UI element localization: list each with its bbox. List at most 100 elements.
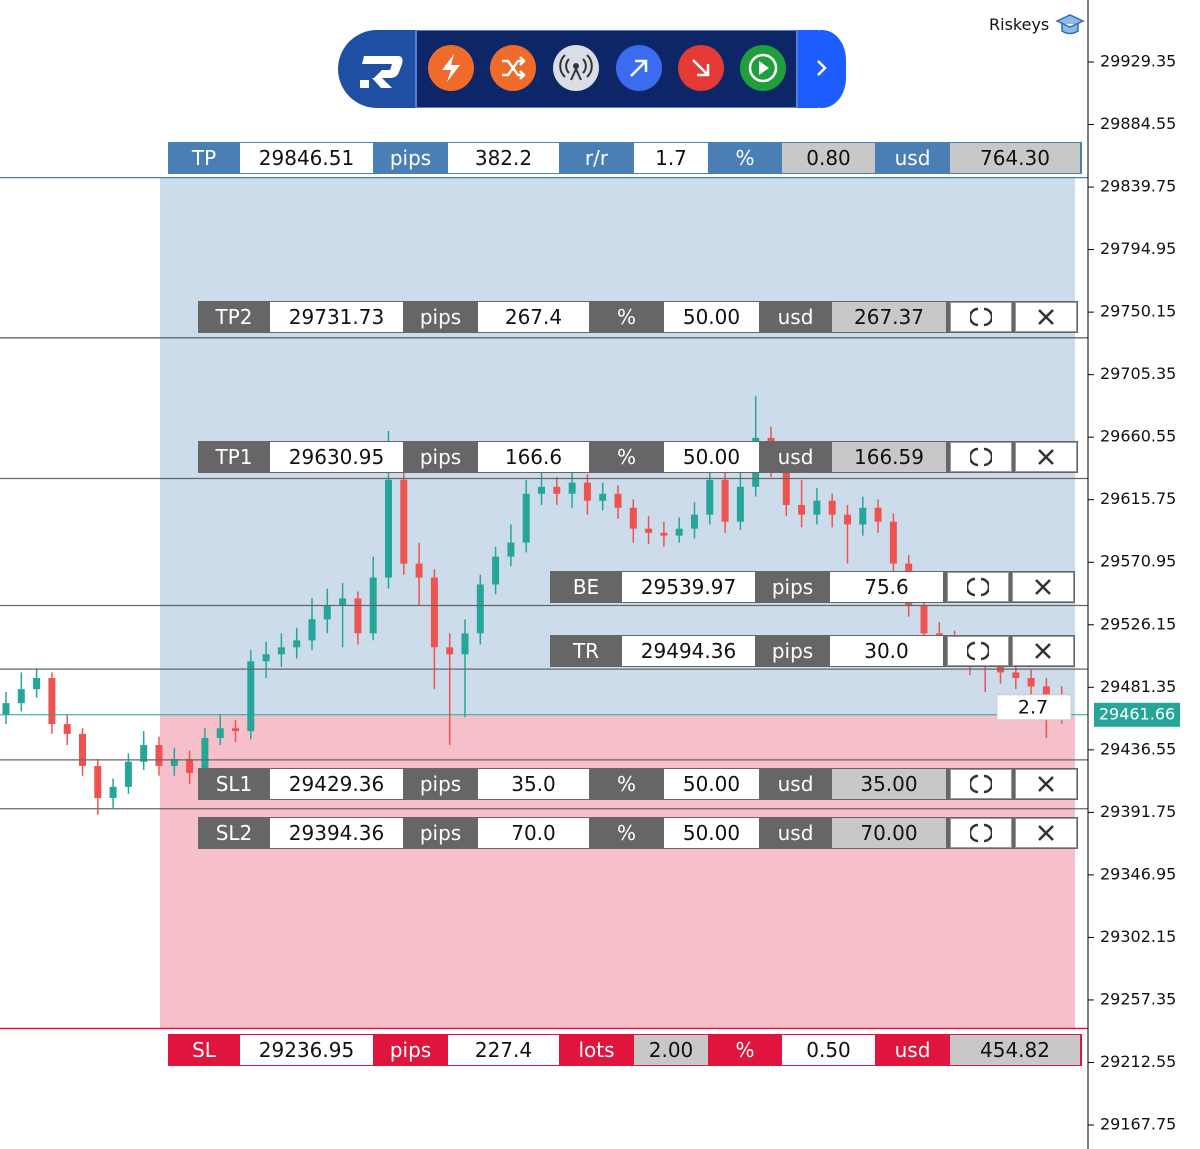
- y-tick-label: 29615.75: [1100, 489, 1176, 508]
- panel-value[interactable]: 29429.36: [270, 769, 403, 799]
- panel-label: %: [590, 442, 663, 472]
- panel-value[interactable]: 50.00: [664, 442, 759, 472]
- panel-value[interactable]: 29494.36: [622, 636, 755, 666]
- panel-value[interactable]: 166.6: [478, 442, 589, 472]
- close-button[interactable]: [1015, 818, 1077, 848]
- candle-body: [124, 761, 132, 787]
- tool-quick[interactable]: [428, 45, 474, 91]
- close-icon: [1038, 825, 1054, 841]
- panel-value[interactable]: 50.00: [664, 818, 759, 848]
- panel-label: pips: [404, 302, 477, 332]
- reset-button[interactable]: [947, 572, 1009, 602]
- panel-value[interactable]: 0.50: [782, 1035, 875, 1065]
- close-button[interactable]: [1012, 636, 1074, 666]
- panel-label: %: [590, 769, 663, 799]
- current-price-box: [1094, 702, 1180, 727]
- panel-value[interactable]: 764.30: [950, 143, 1080, 173]
- candle-body: [1027, 678, 1035, 687]
- candle-body: [446, 647, 454, 655]
- panel-value[interactable]: 454.82: [950, 1035, 1080, 1065]
- panel-value[interactable]: 0.80: [782, 143, 875, 173]
- tool-play[interactable]: [740, 45, 786, 91]
- reset-icon: [967, 641, 989, 661]
- panel-value[interactable]: 29630.95: [270, 442, 403, 472]
- brand[interactable]: Riskeys: [989, 12, 1086, 36]
- loss-zone: [160, 714, 1075, 1029]
- panel-value[interactable]: 382.2: [448, 143, 559, 173]
- panel-value[interactable]: 35.00: [832, 769, 946, 799]
- panel-value[interactable]: 70.00: [832, 818, 946, 848]
- panel-value[interactable]: 267.4: [478, 302, 589, 332]
- candle-body: [33, 678, 41, 690]
- brand-icon: [1055, 14, 1086, 35]
- logo-dot: [360, 80, 369, 88]
- tool-sell[interactable]: [678, 45, 724, 91]
- reset-button[interactable]: [950, 302, 1012, 332]
- close-button[interactable]: [1012, 572, 1074, 602]
- panel-label: pips: [374, 1035, 447, 1065]
- panel-value[interactable]: 227.4: [448, 1035, 559, 1065]
- panel-label: usd: [876, 143, 949, 173]
- tool-random[interactable]: [490, 45, 536, 91]
- candle-body: [461, 633, 469, 655]
- candle-body: [1012, 672, 1020, 679]
- panel-label: pips: [756, 636, 829, 666]
- candle-body: [385, 479, 392, 578]
- panel-value[interactable]: 50.00: [664, 302, 759, 332]
- candle-body: [216, 728, 224, 739]
- reset-button[interactable]: [950, 442, 1012, 472]
- candle-body: [997, 664, 1004, 673]
- panel-value[interactable]: 75.6: [830, 572, 943, 602]
- panel-tp1: TP1 29630.95 pips 166.6% 50.00 usd 166.59: [198, 441, 1078, 473]
- panel-value[interactable]: 29846.51: [240, 143, 373, 173]
- panel-value[interactable]: 30.0: [830, 636, 943, 666]
- y-tick-label: 29794.95: [1100, 239, 1176, 258]
- close-button[interactable]: [1015, 302, 1077, 332]
- panel-label: %: [709, 1035, 781, 1065]
- close-icon: [1035, 579, 1051, 595]
- candle-body: [859, 507, 867, 525]
- toolbar-next[interactable]: [817, 60, 827, 76]
- panel-value[interactable]: 35.0: [478, 769, 589, 799]
- panel-label: r/r: [560, 143, 633, 173]
- close-button[interactable]: [1015, 769, 1077, 799]
- panel-value[interactable]: 267.37: [832, 302, 946, 332]
- reset-icon: [970, 447, 992, 467]
- panel-value[interactable]: 29236.95: [240, 1035, 373, 1065]
- candle-body: [476, 584, 484, 634]
- panel-value[interactable]: 29539.97: [622, 572, 755, 602]
- candle-body: [507, 542, 515, 557]
- candle-body: [140, 745, 148, 762]
- candle-body: [415, 563, 423, 578]
- panel-value[interactable]: 1.7: [634, 143, 708, 173]
- panel-value[interactable]: 50.00: [664, 769, 759, 799]
- reset-button[interactable]: [947, 636, 1009, 666]
- panel-label: %: [590, 302, 663, 332]
- tool-broadcast[interactable]: [553, 45, 599, 91]
- panel-be: BE 29539.97 pips 75.6: [550, 571, 1075, 603]
- y-tick-label: 29884.55: [1100, 114, 1176, 133]
- panel-label: lots: [560, 1035, 633, 1065]
- panel-value[interactable]: 29731.73: [270, 302, 403, 332]
- close-button[interactable]: [1015, 442, 1077, 472]
- candle-body: [63, 724, 71, 734]
- panel-value[interactable]: 2.00: [634, 1035, 708, 1065]
- reset-button[interactable]: [950, 818, 1012, 848]
- panel-value[interactable]: 70.0: [478, 818, 589, 848]
- panel-value[interactable]: 166.59: [832, 442, 946, 472]
- candle-body: [400, 479, 408, 564]
- reset-button[interactable]: [950, 769, 1012, 799]
- y-tick-label: 29391.75: [1100, 802, 1176, 821]
- panel-tp2: TP2 29731.73 pips 267.4% 50.00 usd 267.37: [198, 301, 1078, 333]
- reset-icon: [970, 774, 992, 794]
- candle-body: [844, 514, 851, 525]
- candle-body: [247, 661, 255, 732]
- reset-icon: [970, 307, 992, 327]
- panel-value[interactable]: 29394.36: [270, 818, 403, 848]
- panel-label: TP1: [199, 442, 269, 472]
- candle-body: [339, 598, 347, 606]
- candle-body: [691, 514, 698, 529]
- tool-buy[interactable]: [616, 45, 662, 91]
